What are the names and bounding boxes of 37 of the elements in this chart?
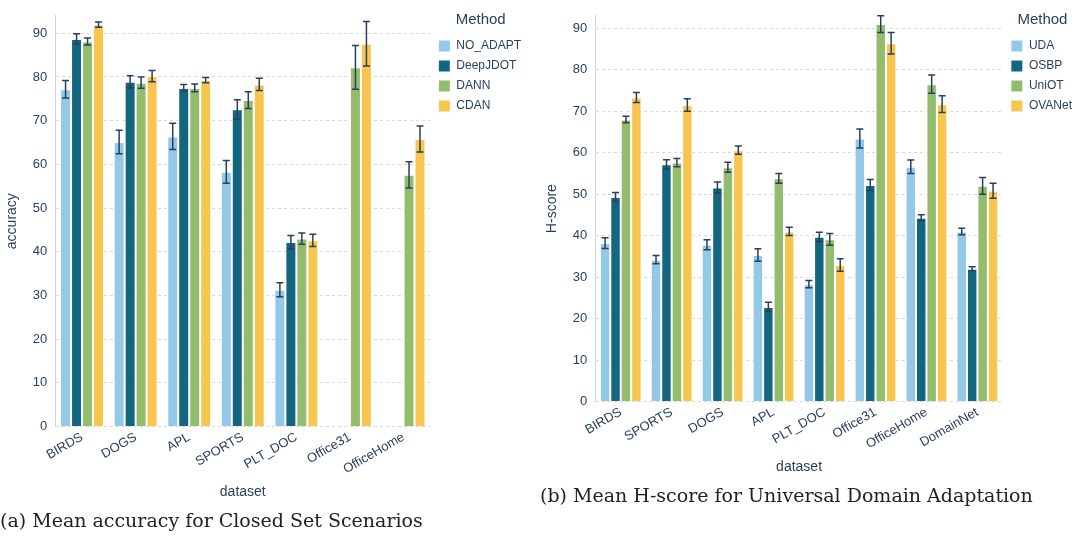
- y-tick-label: 0: [40, 418, 48, 434]
- x-axis-title: dataset: [219, 483, 266, 500]
- y-tick-label: 40: [32, 243, 48, 259]
- y-tick-label: 90: [572, 19, 588, 35]
- legend-label: CDAN: [456, 98, 491, 113]
- y-tick-label: 30: [32, 287, 48, 302]
- y-tick-label: 40: [572, 227, 588, 243]
- y-tick-label: 60: [32, 155, 48, 171]
- y-tick-label: 20: [32, 330, 48, 346]
- legend-label: UDA: [1028, 38, 1055, 53]
- y-tick-label: 90: [32, 24, 48, 40]
- y-axis-title: H-score: [543, 183, 560, 234]
- legend-label: DeepJDOT: [456, 58, 518, 73]
- y-tick-label: 70: [572, 102, 588, 118]
- legend-label: NO_ADAPT: [456, 38, 522, 53]
- y-tick-label: 10: [572, 351, 588, 367]
- y-tick-label: 30: [572, 268, 588, 284]
- legend-title: Method: [455, 9, 506, 27]
- y-tick-label: 80: [32, 68, 48, 84]
- y-tick-label: 50: [572, 185, 588, 201]
- x-tick-label: APL: [163, 428, 193, 455]
- legend-label: DANN: [456, 78, 491, 93]
- y-tick-label: 20: [572, 310, 588, 326]
- y-axis-title: accuracy: [3, 193, 20, 250]
- y-tick-label: 70: [32, 112, 48, 128]
- y-tick-label: 10: [32, 374, 48, 390]
- legend-label: OVANet: [1028, 98, 1073, 113]
- text: (a) Mean accuracy for Closed Set Scenarios: [0, 509, 424, 531]
- x-axis-title: dataset: [776, 458, 823, 475]
- legend-title: Method: [1017, 9, 1068, 27]
- legend-label: OSBP: [1028, 58, 1063, 73]
- y-tick-label: 60: [572, 144, 588, 160]
- y-tick-label: 50: [32, 199, 48, 215]
- y-tick-label: 0: [580, 393, 588, 409]
- text: (b) Mean H-score for Universal Domain Adaptation: [540, 484, 1034, 506]
- y-tick-label: 80: [572, 61, 588, 77]
- legend-label: UniOT: [1028, 78, 1065, 93]
